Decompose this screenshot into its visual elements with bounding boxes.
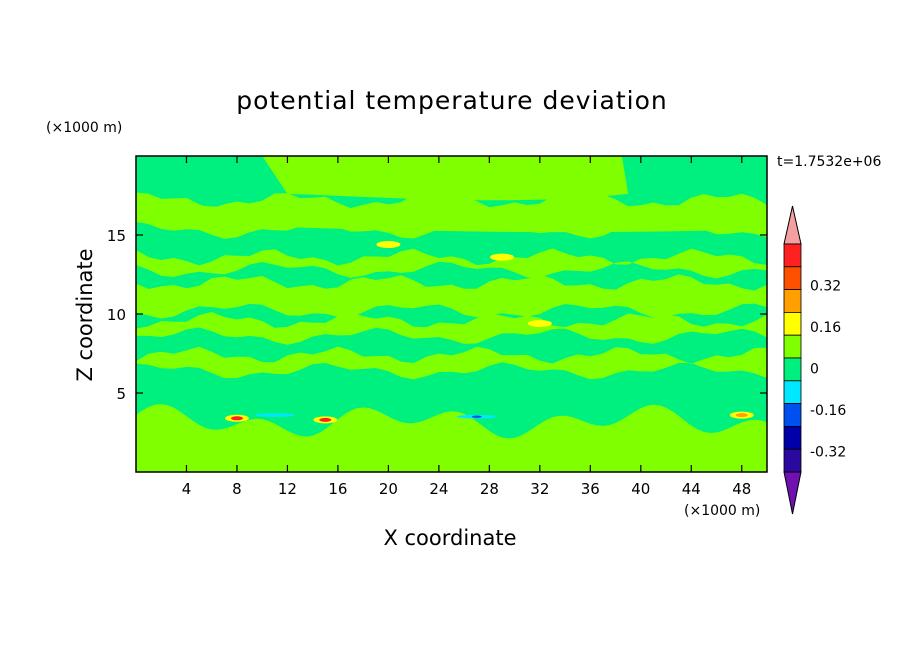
colorbar-swatch	[783, 403, 802, 427]
colorbar-over-arrow	[783, 205, 802, 245]
colorbar-swatch	[783, 448, 802, 473]
x-axis-title: X coordinate	[383, 526, 517, 550]
x-tick-label: 24	[429, 480, 448, 498]
hot-spot-core-1	[319, 417, 332, 422]
top-positive-region	[262, 156, 629, 201]
hot-spot-3	[489, 253, 514, 261]
colorbar-swatch	[783, 266, 802, 290]
colorbar-tick-label: 0.16	[810, 320, 841, 336]
lower-positive-region	[136, 404, 767, 472]
x-tick-label: 48	[732, 480, 751, 498]
positive-band-2	[136, 248, 767, 279]
hot-spot-core-0	[230, 416, 243, 421]
colorbar-swatch	[783, 425, 802, 450]
colorbar-tick-label: 0	[810, 361, 819, 377]
colorbar-swatch	[783, 243, 802, 268]
x-tick-label: 20	[379, 480, 398, 498]
y-tick-label: 10	[107, 306, 126, 324]
x-tick-label: 40	[631, 480, 650, 498]
x-tick-label: 16	[328, 480, 347, 498]
chart-title: potential temperature deviation	[236, 86, 668, 115]
y-tick-label: 15	[107, 227, 126, 245]
positive-band-3	[136, 274, 767, 319]
hot-spot-2	[376, 240, 401, 248]
z-unit-label: (×1000 m)	[46, 120, 123, 136]
colorbar-swatch	[783, 334, 802, 359]
positive-band-5	[136, 346, 767, 380]
time-label: t=1.7532e+06	[777, 154, 882, 170]
colorbar-swatch	[783, 311, 802, 336]
x-tick-label: 4	[182, 480, 192, 498]
colorbar-tick-label: 0.32	[810, 278, 841, 294]
colorbar-tick-label: -0.16	[810, 403, 846, 419]
colorbar-under-arrow	[783, 471, 802, 515]
hot-spot-core-5	[735, 413, 748, 418]
cold-spot-1	[254, 413, 295, 417]
y-tick-label: 5	[116, 385, 126, 403]
positive-band-1	[136, 192, 767, 239]
positive-band-4	[136, 312, 767, 345]
x-tick-label: 36	[581, 480, 600, 498]
x-tick-label: 12	[278, 480, 297, 498]
x-tick-label: 8	[232, 480, 242, 498]
x-tick-label: 32	[530, 480, 549, 498]
hot-spot-4	[527, 319, 552, 327]
colorbar-swatch	[783, 357, 802, 382]
x-tick-label: 28	[480, 480, 499, 498]
colorbar-swatch	[783, 289, 802, 313]
colorbar-tick-label: -0.32	[810, 444, 846, 460]
x-tick-label: 44	[682, 480, 701, 498]
contour-field	[136, 156, 767, 472]
cold-spot-core-0	[471, 415, 482, 418]
colorbar-swatch	[783, 380, 802, 404]
x-unit-label: (×1000 m)	[684, 503, 761, 519]
